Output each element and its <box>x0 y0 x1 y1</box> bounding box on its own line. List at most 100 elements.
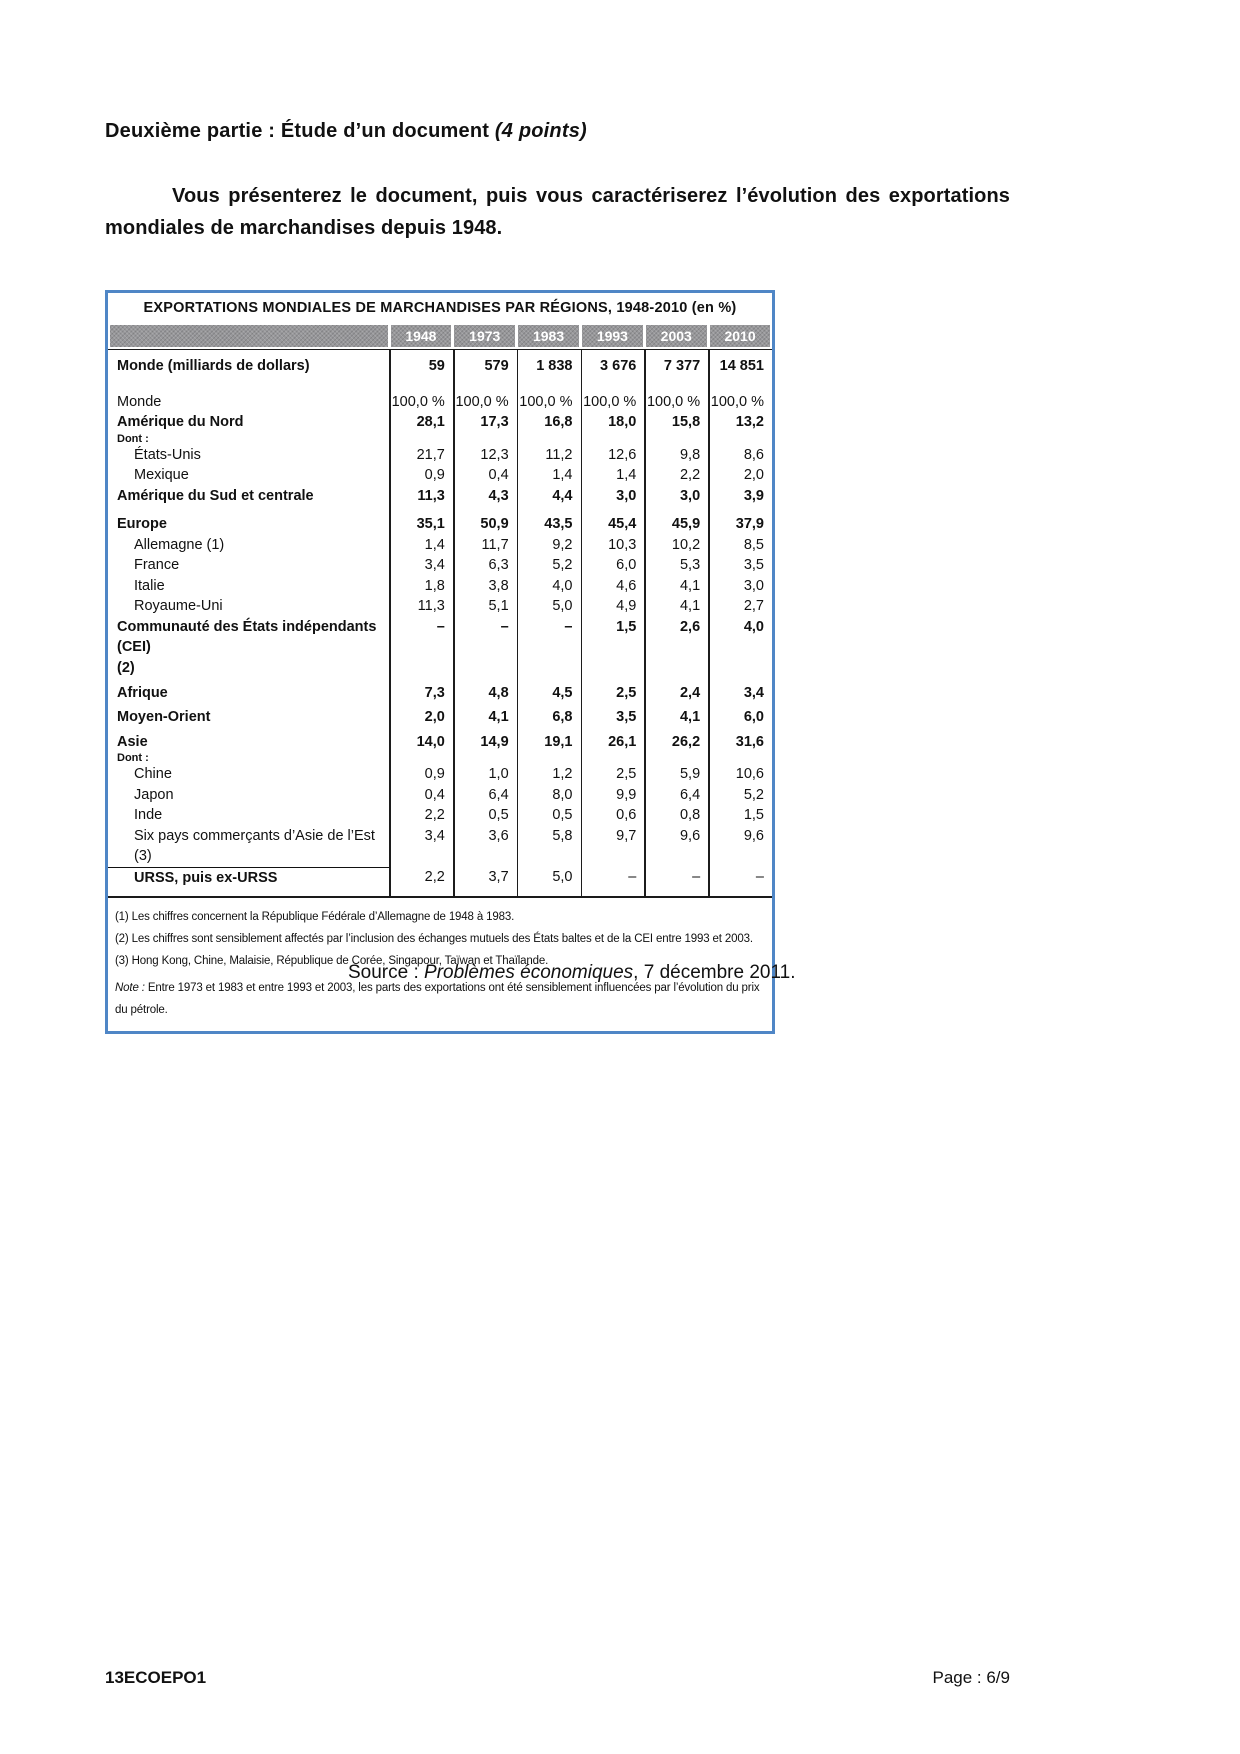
row-value: 2,6 <box>679 618 701 635</box>
year-column-header: 2010 <box>709 325 771 347</box>
row-value: 3,7 <box>488 868 509 885</box>
footnote-line: (2) Les chiffres sont sensiblement affec… <box>115 933 753 945</box>
row-value: 6,4 <box>679 786 701 803</box>
header-label-block <box>110 325 388 347</box>
row-value: 11,7 <box>481 536 509 553</box>
table-row: Europe 35,1 50,9 43,5 45,4 45,9 37,9 <box>108 514 772 535</box>
row-value: 6,4 <box>488 786 509 803</box>
row-value: 100,0 % <box>519 393 573 410</box>
row-value: 10,6 <box>735 766 764 782</box>
row-value: 5,0 <box>552 598 573 614</box>
row-label-text: France <box>134 557 180 573</box>
row-value: – <box>628 868 637 885</box>
row-value: 0,4 <box>424 786 445 803</box>
table-row: Amérique du Sud et centrale 11,3 4,3 4,4 3,0… <box>108 486 772 507</box>
page-footer: 13ECOEPO1 Page : 6/9 <box>105 1668 1010 1688</box>
row-value: 0,5 <box>552 807 573 823</box>
row-value: 8,0 <box>552 786 573 803</box>
row-label-text: Chine <box>134 766 172 782</box>
row-value: 3,4 <box>424 827 445 844</box>
footnote-line: (1) Les chiffres concernent la Républiqu… <box>115 911 515 923</box>
row-value: 10,3 <box>608 536 637 553</box>
table-row: Amérique du Nord Dont : 28,1 17,3 16,8 18,0 15… <box>108 412 772 445</box>
row-value: – <box>692 868 701 885</box>
row-label-text: Europe <box>117 516 167 532</box>
table-title: EXPORTATIONS MONDIALES DE MARCHANDISES P… <box>143 300 737 316</box>
row-value: – <box>755 868 764 885</box>
row-value: 3,5 <box>743 557 764 573</box>
table-row: Monde 100,0 % 100,0 % 100,0 % 100,0 % 100,0 %… <box>108 392 772 413</box>
table-row: Mexique 0,9 0,4 1,4 1,4 2,2 2,0 <box>108 465 772 486</box>
row-value: 28,1 <box>416 414 445 430</box>
row-value: 9,2 <box>552 536 573 553</box>
table-column-divider <box>452 350 455 896</box>
row-label-text: États-Unis <box>134 446 201 463</box>
table-row: Communauté des États indépendants (CEI) (… <box>108 617 772 679</box>
table-row: Moyen-Orient 2,0 4,1 6,8 3,5 4,1 6,0 <box>108 707 772 728</box>
table-column-divider <box>516 350 519 896</box>
table-row: Chine 0,9 1,0 1,2 2,5 5,9 10,6 <box>108 764 772 785</box>
table-row: Italie 1,8 3,8 4,0 4,6 4,1 3,0 <box>108 576 772 597</box>
row-value: 6,0 <box>743 709 764 725</box>
table-column-divider <box>708 350 710 896</box>
row-value: 2,5 <box>616 684 637 701</box>
table-column-divider <box>389 350 391 896</box>
source-publication: Problèmes économiques <box>424 962 634 983</box>
row-label-text: Monde <box>117 393 162 410</box>
row-label: Afrique <box>108 683 389 704</box>
note-label: Note : <box>115 982 145 994</box>
row-label: Monde (milliards de dollars) <box>108 356 389 377</box>
row-value: 11,2 <box>545 446 573 463</box>
table-row: États-Unis 21,7 12,3 11,2 12,6 9,8 8,6 <box>108 445 772 466</box>
row-label: États-Unis <box>108 445 389 466</box>
row-label: Moyen-Orient <box>108 707 389 728</box>
row-label: Chine <box>108 764 389 785</box>
row-value: 4,1 <box>488 709 509 725</box>
row-value: 43,5 <box>544 516 573 532</box>
row-label: Europe <box>108 514 389 535</box>
row-value: 3,0 <box>616 487 637 504</box>
year-column-header: 2003 <box>645 325 707 347</box>
table-row: Asie Dont : 14,0 14,9 19,1 26,1 26,2 31,6 <box>108 732 772 765</box>
row-label: Communauté des États indépendants (CEI) (… <box>108 617 389 679</box>
row-value: 5,0 <box>552 868 573 885</box>
year-column-header: 1948 <box>390 325 452 347</box>
row-value: 6,3 <box>488 557 509 573</box>
row-value: 0,4 <box>488 467 509 483</box>
footer-page-number: Page : 6/9 <box>932 1668 1010 1687</box>
source-line: Source : Problèmes économiques, 7 décemb… <box>348 962 795 984</box>
row-value: 9,7 <box>616 827 637 844</box>
row-value: 26,2 <box>671 733 701 750</box>
row-label-text: Afrique <box>117 684 168 701</box>
row-label-text: Mexique <box>134 467 189 483</box>
row-value: 37,9 <box>735 516 764 532</box>
row-value: 3,8 <box>488 577 509 594</box>
row-value: 4,0 <box>743 618 764 635</box>
row-value: 0,6 <box>616 807 637 823</box>
row-value: 9,9 <box>616 786 637 803</box>
table-row: France 3,4 6,3 5,2 6,0 5,3 3,5 <box>108 555 772 576</box>
section-heading: Deuxième partie : Étude d’un document (4… <box>105 120 587 143</box>
row-value: 1,4 <box>616 467 637 483</box>
table-row: URSS, puis ex-URSS 2,2 3,7 5,0 – – – <box>108 866 772 889</box>
row-label: Inde <box>108 805 389 826</box>
row-value: 3,4 <box>743 684 764 701</box>
row-label: Italie <box>108 576 389 597</box>
row-value: 16,8 <box>544 414 573 430</box>
table-footnotes: (1) Les chiffres concernent la Républiqu… <box>108 898 772 1031</box>
row-value: 3,5 <box>616 709 637 725</box>
row-value: 4,0 <box>552 577 573 594</box>
row-value: 2,4 <box>679 684 701 701</box>
row-value: – <box>500 618 509 635</box>
row-label-text: Communauté des États indépendants (CEI) <box>117 618 377 656</box>
table-year-header: 1948 1973 1983 1993 2003 2010 <box>108 323 772 350</box>
table-note: Note : Entre 1973 et 1983 et entre 1993 … <box>115 977 766 1021</box>
row-value: 9,6 <box>743 827 764 844</box>
row-value: 5,1 <box>488 598 509 614</box>
row-value: 4,4 <box>552 487 573 504</box>
row-value: 5,2 <box>743 786 764 803</box>
table-body: Monde (milliards de dollars) 59 579 1 838 3 … <box>108 350 772 898</box>
row-label: Amérique du Nord Dont : <box>108 412 389 445</box>
row-label: Six pays commerçants d’Asie de l’Est (3) <box>108 826 389 867</box>
